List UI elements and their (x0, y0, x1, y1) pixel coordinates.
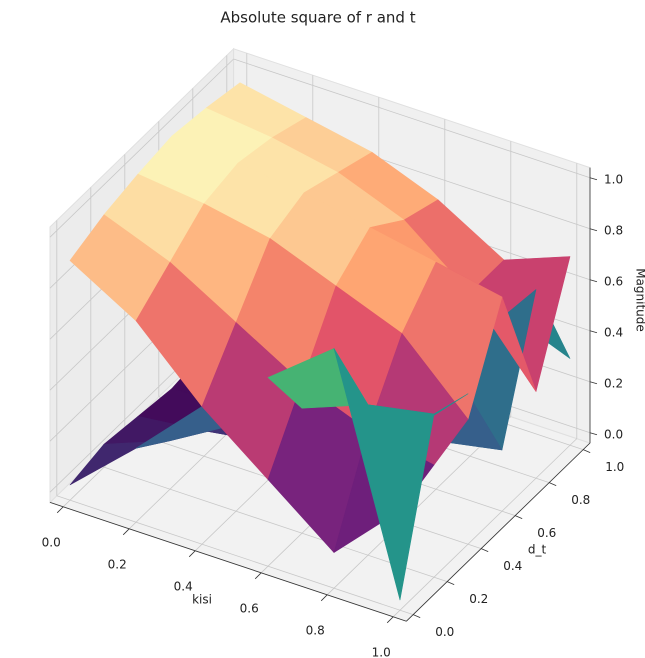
y-tick-label: 0.4 (503, 559, 522, 573)
x-tick-label: 0.0 (42, 535, 61, 549)
tick-mark (549, 482, 557, 486)
tick-mark (589, 228, 598, 232)
y-axis (406, 442, 591, 622)
x-tick-label: 0.6 (240, 601, 259, 615)
y-tick-label: 0.6 (537, 526, 556, 540)
tick-mark (589, 279, 598, 283)
z-axis-label: Magnitude (634, 268, 645, 332)
tick-mark (481, 548, 489, 552)
y-tick-label: 0.8 (571, 493, 590, 507)
grid-line (90, 462, 448, 582)
x-tick-label: 0.4 (174, 579, 193, 593)
x-axis-label: kisi (192, 593, 212, 607)
tick-mark (589, 330, 598, 334)
tick-mark (515, 515, 523, 519)
tick-mark (589, 381, 598, 385)
tick-mark (447, 581, 455, 585)
x-tick-label: 1.0 (372, 645, 391, 658)
tick-mark (589, 177, 598, 181)
tick-mark (122, 528, 130, 536)
y-tick-label: 0.2 (469, 592, 488, 606)
chart-title: Absolute square of r and t (220, 9, 415, 27)
z-tick-label: 1.0 (604, 172, 623, 186)
y-tick-label: 1.0 (605, 460, 624, 474)
grid-line (392, 438, 578, 618)
tick-mark (583, 449, 591, 453)
z-tick-label: 0.2 (604, 376, 623, 390)
tick-mark (413, 614, 421, 618)
grid-line (49, 58, 234, 238)
tick-mark (56, 506, 64, 514)
x-axis (49, 502, 407, 622)
tick-mark (254, 572, 262, 580)
tick-mark (589, 432, 598, 436)
y-axis-label: d_t (528, 543, 547, 557)
grid-line (56, 495, 414, 615)
x-tick-label: 0.2 (108, 557, 127, 571)
z-tick-label: 0.8 (604, 223, 623, 237)
tick-mark (386, 616, 394, 624)
x-tick-label: 0.8 (306, 623, 325, 637)
z-tick-label: 0.4 (604, 325, 623, 339)
z-tick-label: 0.0 (604, 427, 623, 441)
surface-patch (333, 348, 435, 601)
tick-mark (188, 550, 196, 558)
y-tick-label: 0.0 (435, 625, 454, 639)
z-tick-label: 0.6 (604, 274, 623, 288)
grid-line (233, 58, 591, 179)
tick-mark (320, 594, 328, 602)
